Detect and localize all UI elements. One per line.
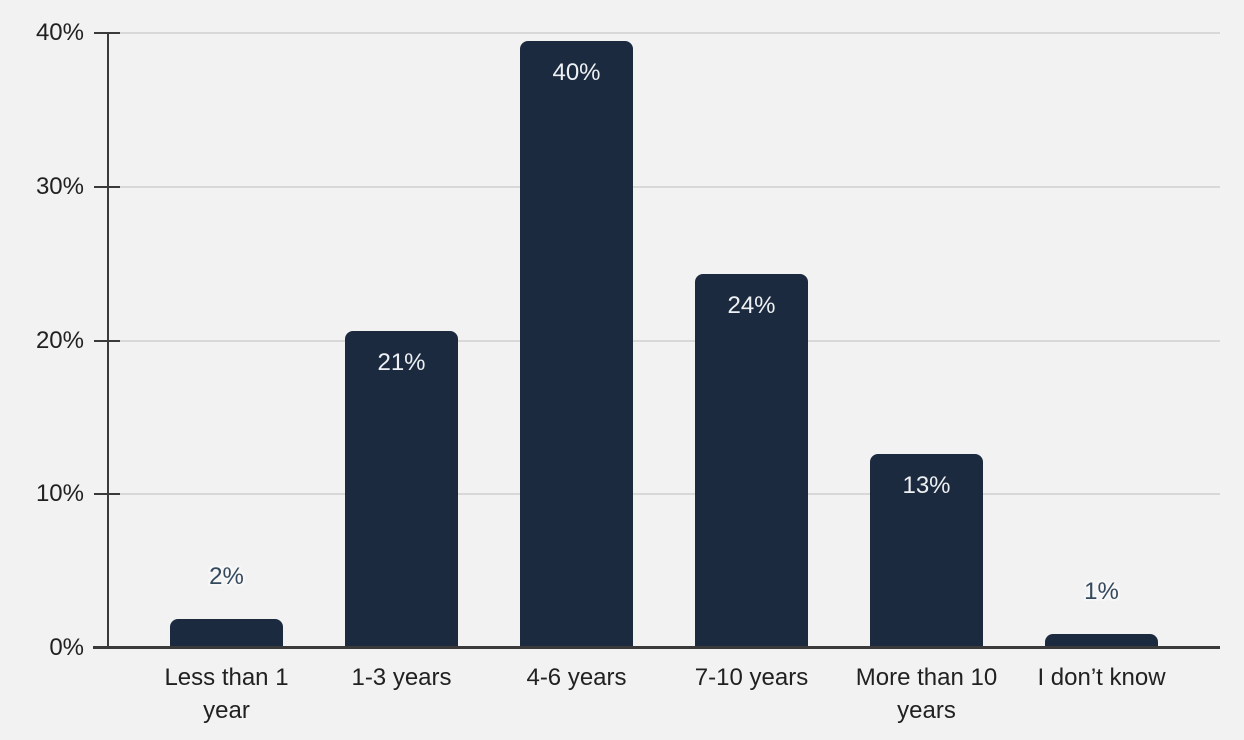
bar-value-label: 40%	[552, 59, 601, 86]
bar-slot: 24%	[664, 33, 839, 648]
y-tick-mark	[94, 493, 120, 496]
gridline	[108, 32, 1220, 34]
y-tick-label: 40%	[35, 19, 84, 46]
bar-value-label: 21%	[377, 349, 426, 376]
y-tick-label: 20%	[35, 326, 84, 354]
bar-slot: 40%	[489, 33, 664, 648]
x-axis-label: 4-6 years	[526, 664, 627, 691]
bar-value-label: 24%	[727, 292, 776, 319]
bar-1	[170, 619, 283, 648]
gridline	[108, 185, 1220, 188]
y-tick-mark	[94, 647, 120, 649]
bar-4	[695, 274, 808, 648]
bar-value-label: 1%	[1084, 578, 1119, 605]
y-tick-mark	[94, 339, 120, 342]
gridline	[108, 339, 1220, 342]
y-tick-label: 0%	[49, 634, 84, 661]
x-axis-line	[93, 646, 1220, 649]
bar-value-label: 13%	[902, 472, 951, 499]
x-axis-label-cell: I don’t know	[1014, 661, 1189, 727]
bar-slot: 13%	[839, 33, 1014, 648]
bar-value-label: 2%	[209, 563, 244, 590]
y-tick-mark	[94, 185, 120, 188]
x-axis-label-cell: Less than 1 year	[139, 661, 314, 727]
bar-3	[520, 41, 633, 648]
x-axis-label-cell: More than 10 years	[839, 661, 1014, 727]
plot-area: 2% 21% 40% 24% 13% 1%	[108, 33, 1220, 648]
x-axis-label: I don’t know	[1037, 664, 1166, 691]
x-axis-label: 1-3 years	[351, 664, 452, 691]
x-axis-label-cell: 4-6 years	[489, 661, 664, 727]
bar-2	[345, 331, 458, 648]
y-tick-mark	[94, 32, 120, 34]
x-axis-labels: Less than 1 year 1-3 years 4-6 years 7-10 y…	[108, 661, 1220, 727]
x-axis-label: 7-10 years	[694, 664, 809, 691]
x-axis-label: More than 10 years	[855, 664, 998, 724]
bar-6	[1045, 634, 1158, 648]
y-tick-label: 30%	[35, 172, 84, 200]
y-tick-label: 10%	[35, 480, 84, 508]
gridline	[108, 493, 1220, 496]
bar-5	[870, 454, 983, 648]
x-axis-label: Less than 1 year	[164, 664, 289, 724]
x-axis-label-cell: 1-3 years	[314, 661, 489, 727]
x-axis-label-cell: 7-10 years	[664, 661, 839, 727]
bar-slot: 21%	[314, 33, 489, 648]
bar-slot: 2%	[139, 33, 314, 648]
bar-slot: 1%	[1014, 33, 1189, 648]
